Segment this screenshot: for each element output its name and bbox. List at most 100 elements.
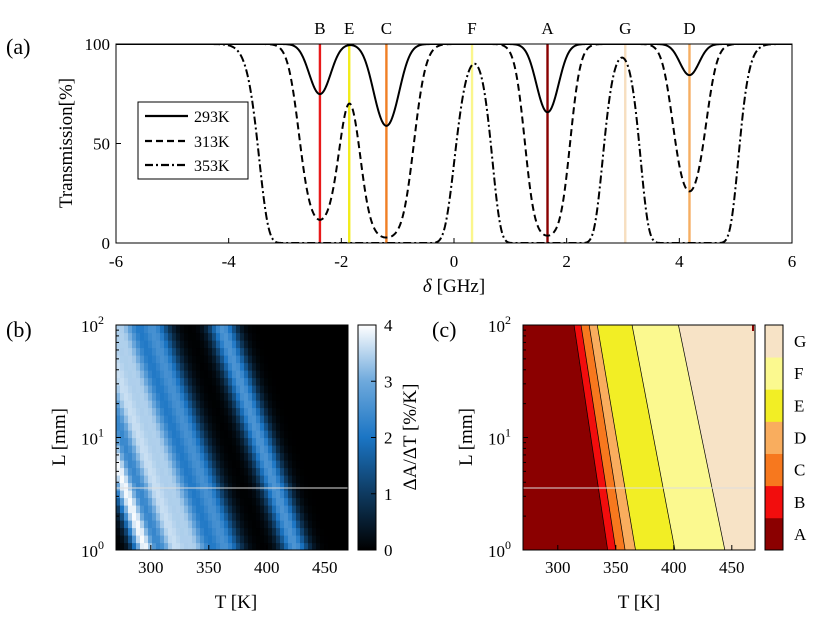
- heatmap-cell: [228, 535, 233, 544]
- heatmap-cell: [320, 415, 325, 424]
- heatmap-cell: [312, 362, 317, 371]
- heatmap-cell: [316, 482, 321, 491]
- heatmap-cell: [180, 437, 185, 446]
- contour-line: [596, 325, 636, 550]
- heatmap-cell: [336, 460, 341, 469]
- heatmap-cell: [176, 415, 181, 424]
- heatmap-cell: [336, 512, 341, 521]
- heatmap-cell: [180, 400, 185, 409]
- heatmap-cell: [312, 460, 317, 469]
- heatmap-cell: [328, 407, 333, 416]
- heatmap-cell: [260, 460, 265, 469]
- heatmap-cell: [332, 377, 337, 386]
- heatmap-cell: [172, 460, 177, 469]
- heatmap-cell: [328, 430, 333, 439]
- heatmap-cell: [284, 452, 289, 461]
- heatmap-cell: [284, 385, 289, 394]
- heatmap-cell: [144, 497, 149, 506]
- heatmap-cell: [232, 407, 237, 416]
- heatmap-cell: [328, 355, 333, 364]
- heatmap-cell: [124, 422, 129, 431]
- heatmap-cell: [308, 325, 313, 334]
- heatmap-cell: [176, 340, 181, 349]
- heatmap-cell: [176, 370, 181, 379]
- heatmap-cell: [132, 355, 137, 364]
- heatmap-cell: [212, 527, 217, 536]
- heatmap-cell: [184, 520, 189, 529]
- heatmap-cell: [328, 332, 333, 341]
- heatmap-cell: [300, 385, 305, 394]
- heatmap-cell: [188, 475, 193, 484]
- heatmap-cell: [232, 535, 237, 544]
- heatmap-cell: [116, 407, 121, 416]
- heatmap-cell: [260, 325, 265, 334]
- heatmap-cell: [316, 332, 321, 341]
- heatmap-cell: [176, 482, 181, 491]
- heatmap-cell: [148, 325, 153, 334]
- region-label-F: F: [794, 364, 803, 383]
- heatmap-cell: [248, 475, 253, 484]
- heatmap-cell: [344, 385, 348, 394]
- heatmap-cell: [332, 482, 337, 491]
- heatmap-cell: [204, 422, 209, 431]
- heatmap-cell: [296, 325, 301, 334]
- heatmap-cell: [160, 460, 165, 469]
- heatmap-cell: [164, 422, 169, 431]
- heatmap-cell: [116, 392, 121, 401]
- heatmap-cell: [116, 422, 121, 431]
- heatmap-cell: [328, 422, 333, 431]
- heatmap-cell: [248, 535, 253, 544]
- legend: 293K 313K 353K: [137, 101, 249, 180]
- heatmap-cell: [220, 497, 225, 506]
- heatmap-cell: [244, 520, 249, 529]
- heatmap-cell: [280, 497, 285, 506]
- region-C: [581, 325, 626, 550]
- heatmap-cell: [300, 505, 305, 514]
- heatmap-cell: [308, 460, 313, 469]
- heatmap-cell: [172, 475, 177, 484]
- heatmap-cell: [176, 452, 181, 461]
- heatmap-cell: [144, 542, 149, 550]
- heatmap-cell: [300, 527, 305, 536]
- heatmap-cell: [316, 385, 321, 394]
- heatmap-cell: [284, 505, 289, 514]
- heatmap-cell: [120, 512, 125, 521]
- heatmap-cell: [312, 392, 317, 401]
- heatmap-cell: [232, 452, 237, 461]
- heatmap-cell: [176, 535, 181, 544]
- heatmap-cell: [328, 505, 333, 514]
- heatmap-cell: [284, 482, 289, 491]
- heatmap-cell: [148, 400, 153, 409]
- heatmap-cell: [328, 482, 333, 491]
- heatmap-cell: [344, 400, 348, 409]
- heatmap-cell: [312, 347, 317, 356]
- heatmap-cell: [140, 497, 145, 506]
- heatmap-cell: [304, 505, 309, 514]
- heatmap-cell: [204, 527, 209, 536]
- transmission-curves: [116, 44, 792, 243]
- region-swatch-F: [765, 357, 783, 390]
- heatmap-cell: [292, 392, 297, 401]
- heatmap-cell: [160, 392, 165, 401]
- heatmap-cell: [124, 340, 129, 349]
- heatmap-cell: [300, 475, 305, 484]
- heatmap-cell: [316, 512, 321, 521]
- heatmap-cell: [332, 437, 337, 446]
- y-tick-label: 101: [81, 426, 104, 449]
- x-axis-unit: [GHz]: [437, 276, 486, 297]
- heatmap-cell: [320, 422, 325, 431]
- heatmap-cell: [128, 392, 133, 401]
- heatmap-cell: [160, 347, 165, 356]
- heatmap-cell: [320, 505, 325, 514]
- heatmap-cell: [320, 445, 325, 454]
- heatmap-cell: [320, 392, 325, 401]
- heatmap-cell: [136, 362, 141, 371]
- heatmap-cell: [116, 370, 121, 379]
- heatmap-cell: [160, 475, 165, 484]
- heatmap-cell: [216, 415, 221, 424]
- heatmap-cell: [268, 490, 273, 499]
- heatmap-cell: [308, 520, 313, 529]
- heatmap-cell: [248, 415, 253, 424]
- heatmap-cell: [184, 445, 189, 454]
- heatmap-cell: [136, 332, 141, 341]
